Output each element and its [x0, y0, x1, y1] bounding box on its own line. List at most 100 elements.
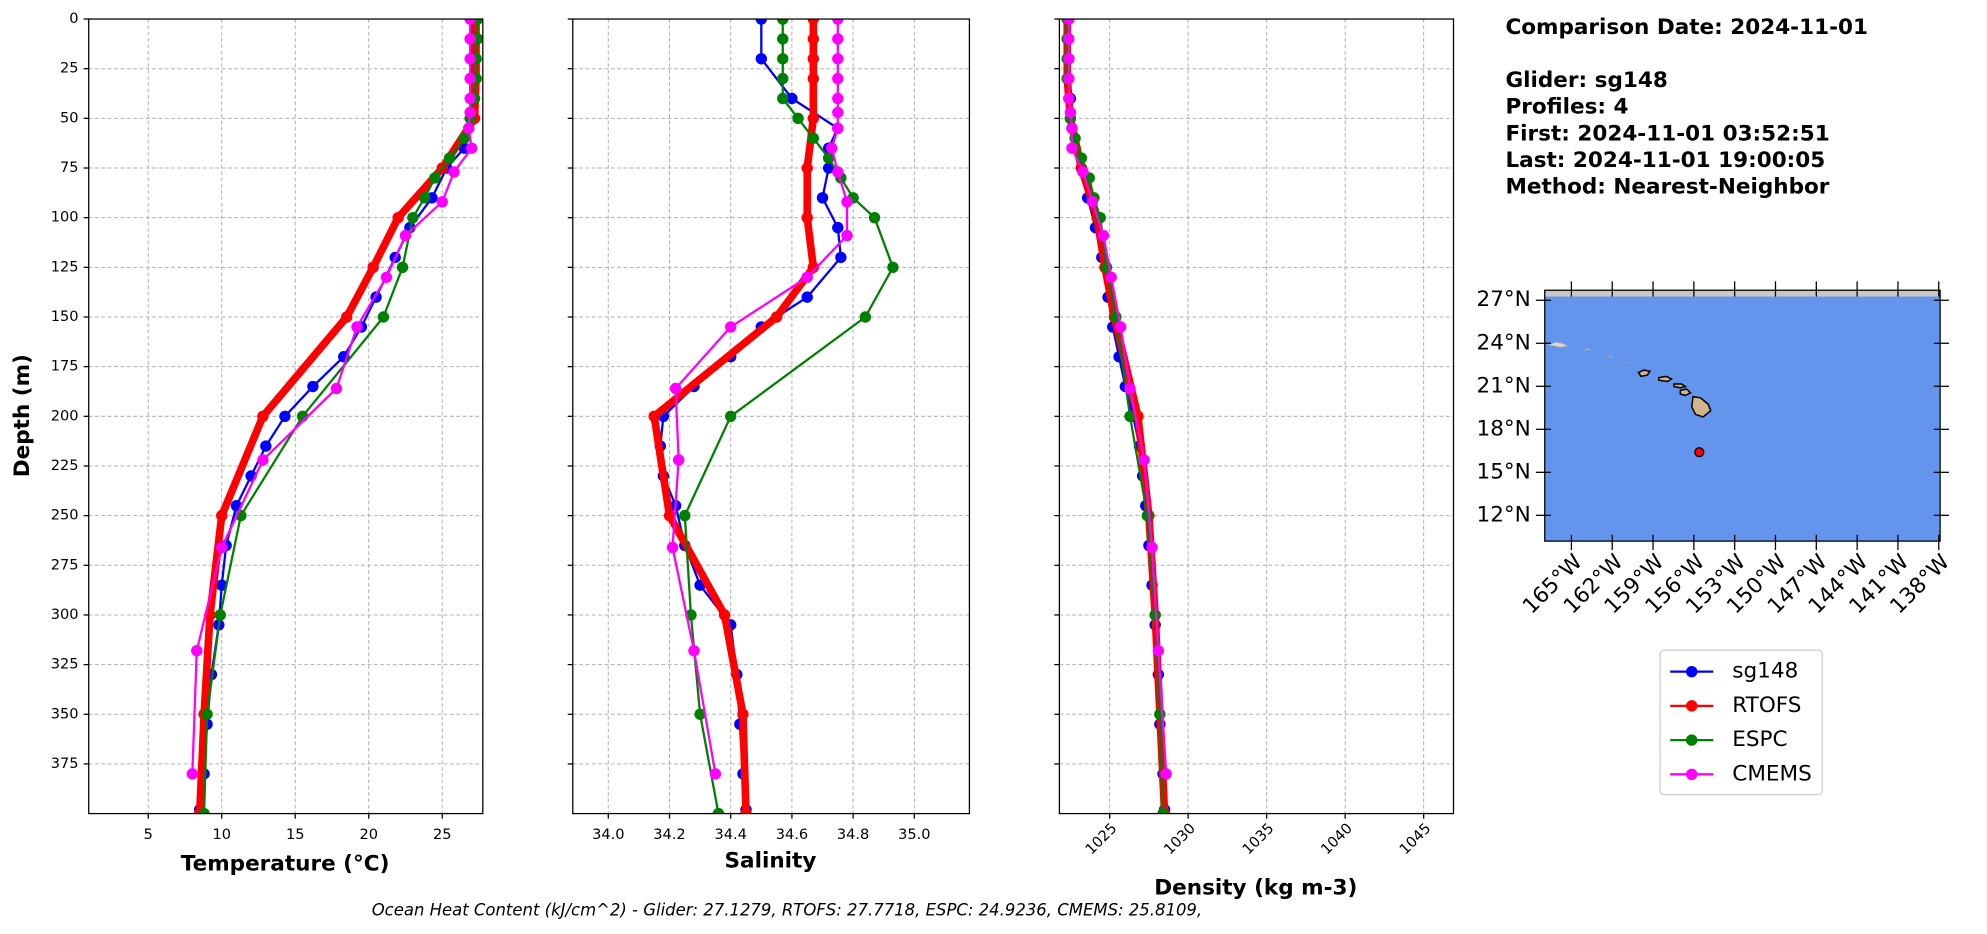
- profile-point: [825, 142, 838, 154]
- profile-point: [1086, 196, 1099, 208]
- profile-point: [832, 33, 844, 45]
- y-tick-label: 275: [51, 556, 79, 573]
- profile-point: [832, 166, 844, 178]
- profile-point: [822, 152, 835, 164]
- profile-point: [307, 380, 319, 393]
- profile-point: [755, 19, 768, 25]
- profile-point: [396, 261, 409, 274]
- x-tick-label: 5: [144, 826, 153, 843]
- profile-point: [1097, 229, 1110, 242]
- profile-point: [792, 112, 804, 125]
- y-tick-label: 75: [60, 159, 79, 176]
- profile-point: [458, 132, 470, 144]
- profile-point: [663, 509, 676, 522]
- profile-point: [801, 162, 813, 174]
- profile-point: [464, 72, 476, 85]
- plot-frame: [88, 18, 484, 815]
- profile-point: [807, 261, 820, 274]
- profile-point: [807, 19, 820, 25]
- profile-point: [330, 382, 343, 395]
- profile-point: [694, 708, 706, 720]
- profile-point: [841, 229, 853, 242]
- profile-point: [191, 645, 203, 657]
- profile-point: [822, 162, 835, 174]
- info-line: Method: Nearest-Neighbor: [1505, 175, 1829, 200]
- profile-point: [1066, 122, 1078, 134]
- profile-point: [351, 321, 363, 333]
- plot-area: [648, 19, 899, 814]
- profile-point: [1157, 807, 1169, 814]
- x-tick-label: 34.8: [837, 826, 869, 843]
- profile-point: [340, 311, 353, 323]
- profile-point: [465, 142, 478, 154]
- profile-point: [464, 33, 476, 45]
- profile-point: [801, 211, 813, 224]
- profile-point: [777, 92, 789, 105]
- profile-point: [679, 509, 691, 522]
- profile-point: [832, 106, 844, 119]
- x-tick-label: 35.0: [898, 826, 930, 843]
- profile-point: [1160, 768, 1172, 780]
- profile-point: [464, 53, 476, 65]
- y-tick-label: 21°N: [1477, 373, 1531, 398]
- profile-point: [1146, 541, 1158, 554]
- profile-point: [407, 211, 419, 224]
- y-tick-label: 0: [69, 10, 78, 27]
- profile-point: [737, 708, 749, 720]
- profile-point: [1141, 509, 1154, 522]
- profile-point: [807, 72, 820, 85]
- y-axis-label: Depth (m): [10, 354, 35, 477]
- profile-point: [462, 122, 475, 134]
- profile-point: [712, 807, 725, 814]
- island: [1637, 369, 1712, 418]
- y-tick-label: 150: [51, 308, 79, 325]
- info-line: Comparison Date: 2024-11-01: [1505, 15, 1868, 40]
- profile-point: [448, 166, 460, 178]
- profile-point: [214, 609, 226, 621]
- profile-point: [380, 271, 393, 283]
- profile-point: [1154, 708, 1166, 720]
- y-tick-label: 27°N: [1477, 287, 1531, 312]
- glider-location: [1694, 447, 1705, 458]
- legend-swatch: [1686, 700, 1698, 712]
- legend-label: CMEMS: [1732, 761, 1811, 786]
- x-tick-label: 15: [286, 826, 305, 843]
- profile-point: [725, 410, 737, 423]
- profile-point: [777, 19, 789, 25]
- profile-point: [418, 192, 431, 204]
- profile-point: [770, 311, 783, 323]
- profile-point: [666, 541, 679, 554]
- profile-point: [367, 261, 379, 274]
- plot-frame: [1058, 18, 1455, 815]
- profile-point: [279, 410, 291, 423]
- info-line: Glider: sg148: [1505, 68, 1667, 93]
- profile-point: [807, 112, 820, 125]
- profile-point: [1064, 106, 1077, 119]
- legend-box: [1659, 649, 1823, 796]
- legend-label: RTOFS: [1732, 693, 1801, 718]
- profile-point: [216, 509, 228, 522]
- y-tick-label: 375: [51, 755, 79, 772]
- profile-point: [832, 53, 844, 65]
- profile-point: [801, 291, 813, 303]
- y-tick-label: 175: [51, 358, 79, 375]
- profile-point: [257, 410, 269, 423]
- profile-point: [1063, 92, 1075, 105]
- ocean: [1544, 290, 1941, 542]
- profile-point: [816, 192, 829, 204]
- profile-point: [1124, 382, 1136, 395]
- profile-point: [436, 196, 448, 208]
- profile-point: [1066, 142, 1078, 154]
- x-tick-label: 34.6: [776, 826, 808, 843]
- profile-point: [835, 251, 847, 264]
- profile-point: [777, 72, 789, 85]
- profile-point: [832, 19, 844, 25]
- profile-point: [740, 807, 752, 814]
- profile-point: [841, 196, 853, 208]
- profile-point: [216, 541, 228, 554]
- profile-point: [832, 221, 844, 234]
- legend-label: ESPC: [1732, 727, 1787, 752]
- y-tick-label: 12°N: [1477, 502, 1531, 527]
- profile-point: [807, 53, 820, 65]
- profile-point: [786, 92, 798, 105]
